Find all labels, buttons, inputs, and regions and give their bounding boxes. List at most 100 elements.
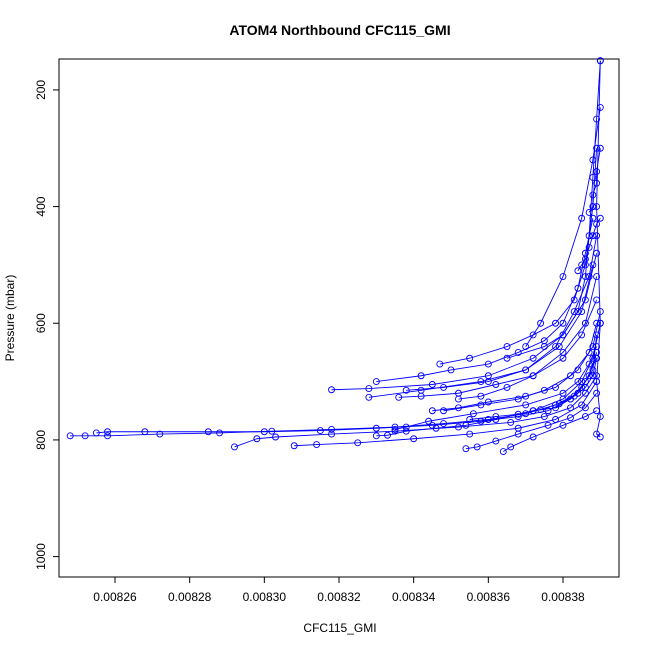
x-tick-label: 0.00830 [243, 590, 287, 604]
data-point [540, 413, 548, 421]
data-point [570, 308, 578, 316]
data-point [440, 407, 447, 415]
series-line [398, 276, 598, 398]
data-point [313, 441, 321, 449]
data-point [428, 381, 436, 388]
data-point [484, 372, 492, 380]
data-point [585, 208, 593, 216]
data-point [589, 156, 597, 164]
x-tick-label: 0.00838 [541, 590, 585, 604]
data-point [589, 214, 597, 222]
data-point [514, 430, 522, 438]
data-point [589, 191, 597, 199]
data-point [593, 144, 601, 152]
data-point [104, 432, 111, 440]
series-3 [402, 232, 601, 394]
series-19 [499, 407, 601, 456]
data-point [555, 343, 563, 351]
data-point [462, 445, 470, 453]
data-point [593, 273, 601, 281]
x-tick-label: 0.00826 [93, 590, 137, 604]
data-point [440, 420, 447, 428]
data-point [581, 273, 589, 281]
series-line [469, 358, 598, 420]
y-axis-label: Pressure (mbar) [3, 275, 17, 362]
data-point [253, 435, 261, 443]
data-point [272, 433, 279, 441]
data-point [372, 432, 380, 440]
data-point [593, 319, 601, 327]
data-point [559, 273, 567, 281]
data-point [585, 348, 593, 356]
data-point [596, 319, 604, 327]
data-point [216, 429, 223, 437]
series-line [368, 264, 594, 398]
data-point [466, 430, 474, 438]
x-tick-label: 0.00836 [467, 590, 511, 604]
y-tick-label: 800 [34, 430, 48, 450]
data-point [507, 418, 515, 426]
data-point [328, 425, 335, 433]
data-point [593, 168, 601, 176]
data-point [410, 435, 418, 443]
data-point [522, 392, 530, 400]
data-point [484, 398, 492, 406]
data-point [596, 57, 604, 65]
data-point [391, 423, 399, 431]
data-point [372, 378, 380, 386]
series-line [294, 381, 597, 447]
y-tick-label: 200 [34, 80, 48, 100]
data-point [596, 144, 604, 152]
data-point [529, 331, 537, 339]
series-line [577, 218, 601, 271]
series-line [331, 253, 598, 391]
data-point [354, 439, 362, 447]
data-point [578, 331, 586, 339]
data-point [559, 354, 567, 362]
data-point [578, 261, 586, 269]
series-18 [462, 389, 601, 453]
data-point [436, 360, 444, 368]
data-point [593, 179, 601, 187]
data-point [593, 115, 601, 123]
series-line [394, 346, 598, 430]
data-point [581, 413, 589, 421]
series-16 [231, 372, 601, 451]
data-point [365, 393, 373, 401]
data-point [316, 427, 324, 435]
x-tick-label: 0.00832 [317, 590, 361, 604]
data-point [328, 386, 335, 394]
data-point [290, 442, 298, 450]
data-point [402, 386, 410, 394]
data-point [585, 372, 593, 380]
data-point [499, 448, 507, 456]
series-line [506, 60, 601, 359]
series-line [458, 299, 598, 400]
data-point [455, 395, 462, 403]
data-point [593, 203, 601, 211]
data-point [537, 319, 545, 327]
data-point [365, 385, 373, 393]
series-9 [440, 319, 601, 415]
data-point [428, 407, 436, 415]
data-point [578, 214, 586, 222]
series-line [376, 218, 594, 383]
data-point [477, 378, 485, 386]
plot-series-group [66, 57, 604, 456]
data-point [589, 343, 597, 351]
data-point [567, 414, 574, 422]
series-line [525, 107, 601, 347]
data-point [540, 386, 548, 394]
x-axis: 0.00826 0.00828 0.00830 0.00832 0.00834 0.008… [93, 576, 585, 604]
data-point [391, 425, 399, 433]
series-15 [66, 348, 601, 440]
series-line [234, 375, 597, 448]
data-point [507, 443, 515, 451]
data-point [402, 427, 410, 435]
series-line [443, 323, 598, 412]
data-point [514, 395, 522, 403]
series-20 [574, 214, 604, 275]
data-point [417, 372, 425, 380]
data-point [529, 354, 537, 362]
